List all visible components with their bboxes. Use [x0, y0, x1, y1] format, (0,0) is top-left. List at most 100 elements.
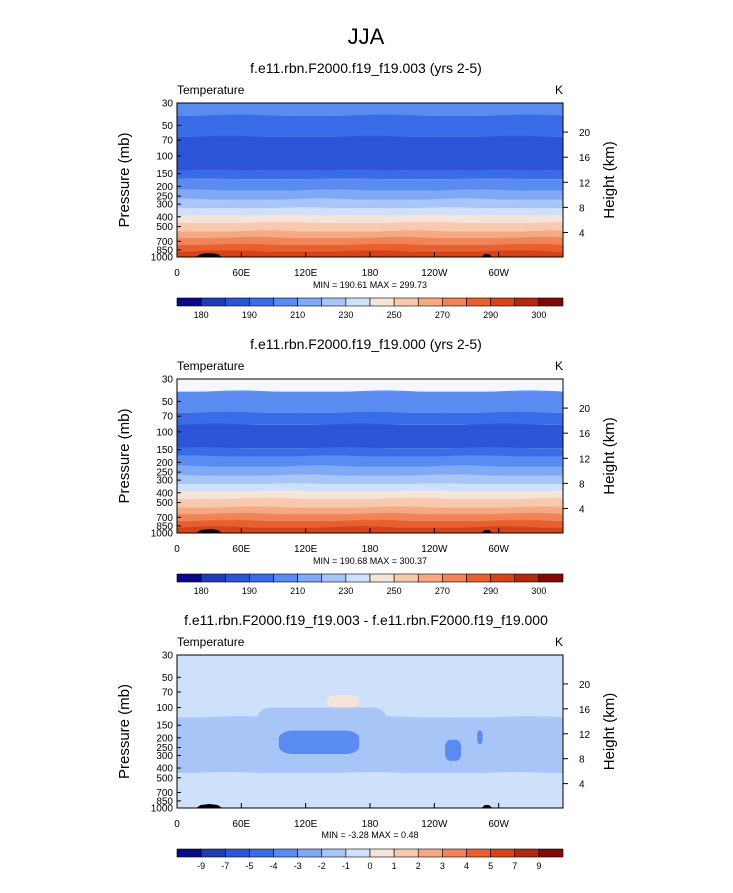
contour-edge: [177, 497, 563, 502]
pressure-tick-label: 300: [156, 476, 173, 487]
pressure-tick-label: 700: [156, 788, 173, 799]
colorbar-label: 210: [290, 310, 305, 320]
colorbar-swatch: [297, 297, 323, 307]
colorbar-label: 300: [531, 586, 546, 596]
colorbar-swatch: [538, 573, 564, 583]
panel-units-label: K: [555, 635, 563, 649]
contour-band: [177, 391, 563, 413]
colorbar-swatch: [249, 573, 274, 583]
pressure-tick-label: 400: [156, 764, 173, 775]
pressure-tick-label: 250: [156, 468, 173, 479]
height-tick-label: 20: [579, 404, 591, 415]
topography: [481, 805, 493, 808]
panel-left-label: Temperature: [177, 83, 245, 97]
pressure-tick-label: 30: [162, 99, 174, 110]
contour-edge: [177, 135, 563, 140]
pressure-tick-label: 50: [162, 673, 174, 684]
colorbar-swatch: [345, 573, 371, 583]
x-tick-label: 60W: [488, 544, 509, 555]
height-tick-label: 12: [579, 730, 591, 741]
colorbar-swatch: [369, 848, 395, 858]
colorbar-swatch: [273, 848, 298, 858]
x-tick-label: 120W: [421, 268, 448, 279]
colorbar-swatch: [393, 297, 419, 307]
colorbar-swatch: [490, 573, 516, 583]
contour-band: [177, 379, 563, 392]
colorbar-swatch: [297, 573, 323, 583]
pressure-tick-label: 50: [162, 397, 174, 408]
colorbar-swatch: [297, 848, 323, 858]
x-tick-label: 180: [362, 268, 379, 279]
y-axis-label-right: Height (km): [601, 141, 618, 219]
colorbar-swatch: [224, 573, 250, 583]
pressure-tick-label: 70: [162, 687, 174, 698]
colorbar-label: 250: [387, 586, 402, 596]
pressure-tick-label: 70: [162, 412, 174, 423]
colorbar-swatch: [369, 573, 395, 583]
colorbar-swatch: [321, 297, 347, 307]
colorbar-swatch: [200, 848, 226, 858]
x-tick-label: 120W: [421, 819, 448, 830]
topography: [196, 253, 223, 257]
colorbar-swatch: [224, 848, 250, 858]
colorbar-label: 290: [483, 586, 498, 596]
pressure-tick-label: 200: [156, 458, 173, 469]
x-tick-label: 60E: [232, 544, 250, 555]
colorbar-swatch: [321, 573, 347, 583]
colorbar-swatch: [176, 848, 202, 858]
colorbar-label: 4: [464, 861, 469, 871]
panel-left-label: Temperature: [177, 359, 245, 373]
colorbar-swatch: [514, 297, 540, 307]
contour-edge: [177, 512, 563, 518]
colorbar-swatch: [249, 848, 274, 858]
panel-title: f.e11.rbn.F2000.f19_f19.003 (yrs 2-5): [250, 60, 482, 76]
contour-edge: [177, 236, 563, 242]
anomaly-patch: [445, 739, 462, 761]
topography: [481, 254, 493, 257]
contour-band: [177, 424, 563, 449]
colorbar-swatch: [538, 297, 564, 307]
contour-band: [177, 655, 563, 718]
colorbar-swatch: [466, 848, 491, 858]
colorbar-swatch: [200, 297, 226, 307]
panel-title: f.e11.rbn.F2000.f19_f19.000 (yrs 2-5): [250, 336, 482, 352]
colorbar-swatch: [345, 297, 371, 307]
pressure-tick-label: 850: [156, 245, 173, 256]
topography: [196, 529, 223, 533]
contour-edge: [177, 490, 563, 495]
contour-edge: [177, 483, 563, 488]
height-tick-label: 12: [579, 454, 591, 465]
panel-3: f.e11.rbn.F2000.f19_f19.003 - f.e11.rbn.…: [116, 612, 618, 871]
contour-edge: [177, 446, 563, 452]
contour-edge: [177, 455, 563, 460]
colorbar-label: -9: [197, 861, 205, 871]
colorbar-swatch: [393, 848, 419, 858]
contour-band: [177, 179, 563, 191]
contour-band: [177, 208, 563, 216]
colorbar-label: -4: [269, 861, 277, 871]
colorbar-swatch: [490, 297, 516, 307]
contour-band: [177, 136, 563, 171]
pressure-tick-label: 70: [162, 136, 174, 147]
pressure-tick-label: 150: [156, 721, 173, 732]
colorbar-label: 290: [483, 310, 498, 320]
colorbar-label: 180: [194, 310, 209, 320]
colorbar-label: 270: [435, 310, 450, 320]
contour-edge: [177, 198, 563, 203]
x-tick-label: 60W: [488, 819, 509, 830]
pressure-tick-label: 700: [156, 237, 173, 248]
colorbar-swatch: [514, 848, 540, 858]
x-tick-label: 180: [362, 819, 379, 830]
colorbar-swatch: [249, 297, 274, 307]
colorbar-label: 3: [440, 861, 445, 871]
height-tick-label: 8: [579, 479, 585, 490]
pressure-tick-label: 850: [156, 521, 173, 532]
contour-band: [177, 199, 563, 209]
contour-band: [177, 412, 563, 425]
contour-edge: [177, 423, 563, 428]
pressure-tick-label: 500: [156, 498, 173, 509]
contour-edge: [177, 474, 563, 479]
contour-band: [177, 498, 563, 508]
colorbar-swatch: [442, 297, 467, 307]
x-tick-label: 120W: [421, 544, 448, 555]
